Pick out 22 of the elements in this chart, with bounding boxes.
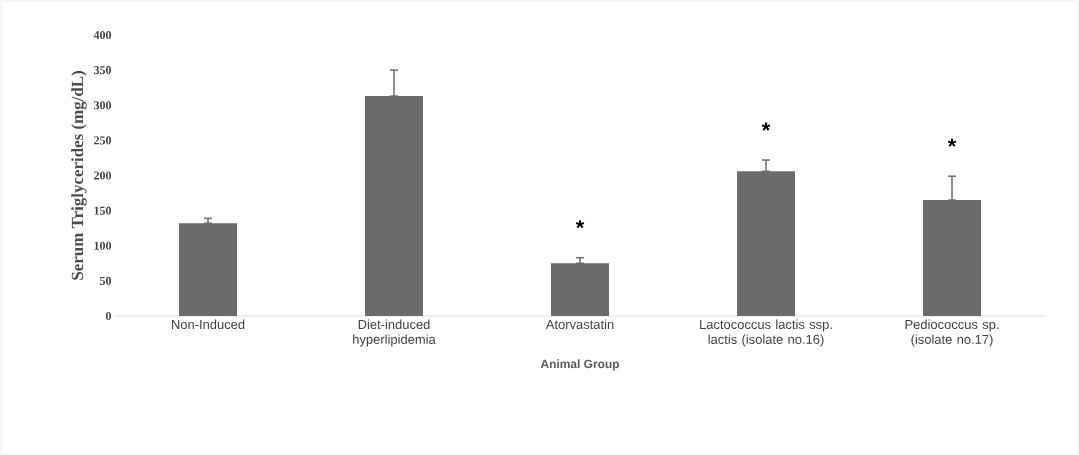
x-tick-label: Atorvastatin [545, 319, 614, 330]
x-tick-label: Diet-induced hyperlipidemia [353, 319, 436, 347]
annotation: * [761, 122, 771, 131]
y-tick-label: 250 [94, 136, 112, 145]
y-tick-label: 0 [105, 311, 112, 321]
y-tick-label: 50 [100, 276, 112, 285]
bar [365, 96, 424, 316]
y-tick-label: 400 [93, 30, 112, 40]
x-axis-title: Animal Group [540, 359, 620, 371]
y-tick-label: 200 [94, 171, 112, 180]
annotation: * [947, 138, 957, 147]
bar [923, 200, 982, 316]
x-tick-label: Lactococcus lactis ssp. lactis (isolate no.16) [700, 319, 832, 347]
y-tick-label: 100 [94, 241, 112, 250]
y-tick-label: 300 [94, 101, 112, 110]
y-axis-title: Serum Triglycerides (mg/dL) [71, 71, 87, 280]
x-tick-label: Pediococcus sp. (isolate no.17) [905, 319, 999, 347]
x-tick-label: Non-Induced [171, 319, 245, 330]
bar [179, 223, 238, 316]
y-tick-label: 150 [94, 206, 112, 215]
y-tick-label: 350 [94, 66, 112, 75]
annotation: * [575, 220, 585, 229]
